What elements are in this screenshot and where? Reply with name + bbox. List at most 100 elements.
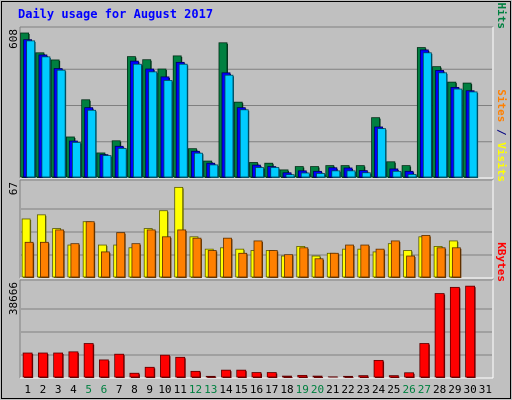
bar-pages-2 [41,56,51,178]
x-tick-label-14: 14 [219,383,233,396]
axis-legend-label: Sites / Visits [495,89,508,182]
bar-sites-29 [451,247,461,278]
bar-pages-11 [178,63,188,178]
x-tick-label-28: 28 [433,383,446,396]
bar-sites-3 [55,229,65,278]
x-tick-label-30: 30 [463,383,476,396]
x-tick-label-2: 2 [40,383,47,396]
bar-kbytes-13 [205,375,216,378]
bar-pages-19 [300,172,310,178]
x-tick-label-19: 19 [296,383,309,396]
bar-sites-27 [421,235,431,278]
bar-sites-19 [299,247,309,278]
bar-sites-24 [375,248,385,278]
bar-sites-15 [238,252,248,278]
bar-sites-28 [436,247,446,278]
bar-pages-5 [87,109,97,178]
bar-pages-6 [102,155,112,178]
bar-kbytes-27 [419,343,430,378]
axis-legend-part: Visits [495,142,508,182]
bar-sites-18 [284,254,293,278]
axis-legend-part: / [495,0,508,3]
x-tick-label-10: 10 [158,383,171,396]
bar-kbytes-3 [53,352,64,378]
x-tick-label-21: 21 [326,383,339,396]
axis-legend-label: KBytes [495,242,508,282]
chart-title: Daily usage for August 2017 [18,7,213,21]
bar-kbytes-1 [22,352,33,378]
x-tick-label-16: 16 [250,383,263,396]
y-max-label: 67 [7,182,20,195]
bar-sites-14 [223,237,232,278]
x-tick-label-6: 6 [101,383,108,396]
bar-pages-27 [422,52,432,178]
bar-sites-11 [177,229,187,278]
bar-pages-7 [117,148,127,178]
bar-kbytes-8 [129,372,140,378]
x-tick-label-1: 1 [24,383,31,396]
bar-shadow [314,377,324,378]
x-tick-label-22: 22 [341,383,354,396]
bar-pages-26 [407,174,417,178]
x-tick-label-18: 18 [280,383,293,396]
bar-sites-1 [24,241,34,278]
x-tick-label-25: 25 [387,383,400,396]
bar-pages-22 [346,170,356,178]
bar-kbytes-2 [37,352,48,378]
x-tick-label-12: 12 [189,383,202,396]
bar-kbytes-28 [434,293,445,378]
bar-pages-30 [468,91,478,178]
bar-pages-4 [72,142,81,178]
bar-pages-29 [453,88,463,178]
y-max-label: 608 [7,29,20,49]
bar-kbytes-14 [221,369,231,378]
x-tick-label-4: 4 [70,383,77,396]
bar-kbytes-19 [297,374,308,378]
bar-pages-1 [26,40,36,178]
x-tick-label-23: 23 [357,383,370,396]
bar-kbytes-16 [251,372,262,378]
bar-pages-12 [194,152,203,178]
x-tick-label-24: 24 [372,383,386,396]
bar-pages-28 [438,72,447,178]
panel-visits-sites: 67 Sites / Visits [7,89,508,279]
x-tick-label-20: 20 [311,383,324,396]
bar-sites-10 [162,236,171,278]
bar-pages-15 [239,109,249,178]
x-tick-label-15: 15 [235,383,248,396]
bar-sites-4 [70,243,80,278]
x-tick-label-3: 3 [55,383,62,396]
x-tick-label-8: 8 [131,383,138,396]
bar-sites-9 [146,229,156,278]
bar-sites-17 [268,250,278,278]
bar-kbytes-20 [312,375,323,378]
bar-sites-26 [406,255,415,278]
bar-sites-6 [101,251,110,278]
bar-shadow [283,377,293,378]
x-tick-label-7: 7 [116,383,123,396]
x-tick-label-27: 27 [418,383,431,396]
x-tick-label-26: 26 [402,383,415,396]
panel-hits-files-pages: 608 Pages / Files / Hits [7,0,508,179]
bar-shadow [344,377,354,378]
bar-pages-24 [377,128,386,178]
bar-shadow [207,377,217,378]
bar-kbytes-29 [449,286,460,378]
bar-kbytes-4 [68,351,79,378]
bar-pages-20 [316,173,325,178]
bar-sites-20 [314,258,324,278]
bar-kbytes-26 [404,372,414,378]
bar-kbytes-10 [160,354,170,378]
bar-kbytes-18 [282,375,292,378]
axis-legend-part: KBytes [495,242,508,282]
bar-sites-12 [192,237,202,278]
y-max-label: 38666 [7,282,20,315]
bar-pages-13 [209,164,219,178]
bar-pages-21 [331,170,341,178]
axis-legend-part: Hits [495,3,508,30]
x-tick-label-17: 17 [265,383,278,396]
panel-kbytes: 38666 KBytes [7,242,508,379]
bar-pages-8 [133,63,142,178]
bar-pages-16 [255,167,264,178]
